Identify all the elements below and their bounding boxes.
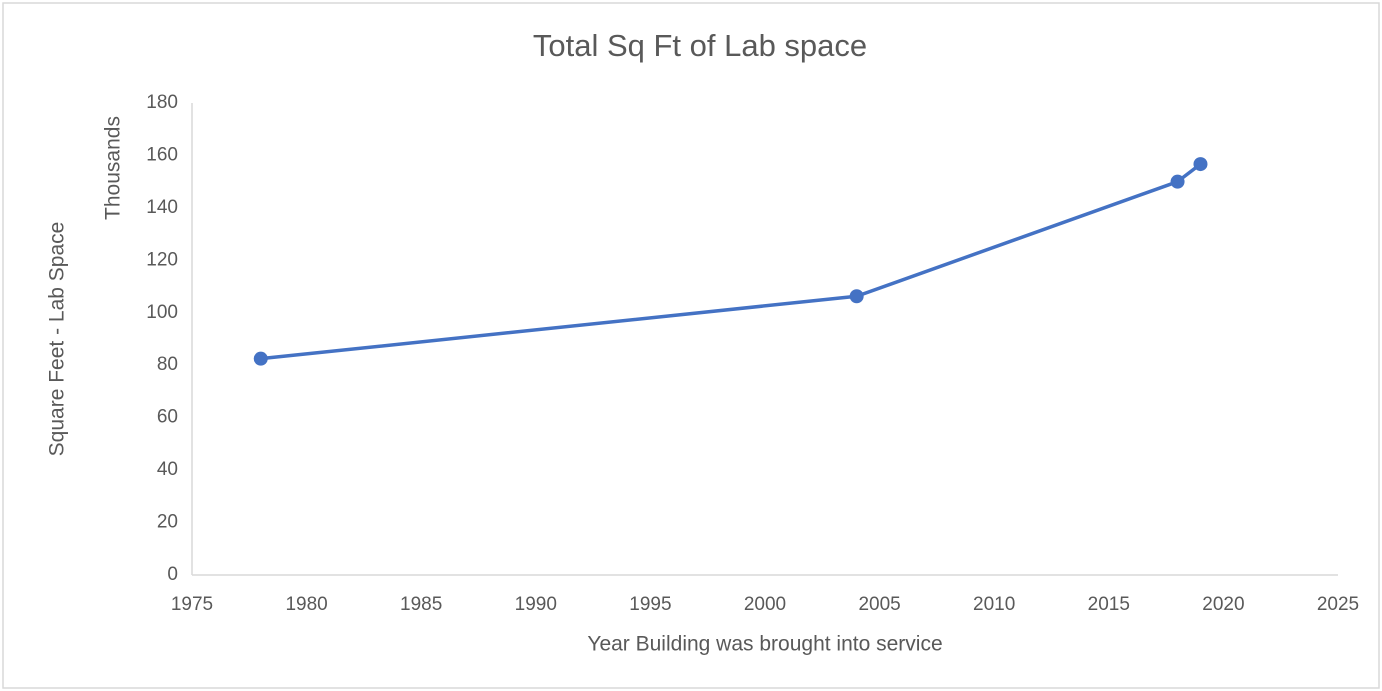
x-tick-label: 1990 [515, 594, 557, 615]
x-tick-label: 2025 [1317, 594, 1359, 615]
y-axis-title: Square Feet - Lab Space [46, 222, 69, 457]
x-axis-title: Year Building was brought into service [587, 633, 942, 656]
y-tick-label: 80 [157, 354, 178, 375]
x-tick-label: 2015 [1088, 594, 1130, 615]
x-tick-label: 2020 [1202, 594, 1244, 615]
x-tick-label: 1975 [171, 594, 213, 615]
y-tick-label: 180 [146, 92, 178, 113]
x-tick-label: 2000 [744, 594, 786, 615]
x-tick-label: 1995 [629, 594, 671, 615]
data-point [849, 289, 864, 304]
y-tick-label: 120 [146, 249, 178, 270]
data-point [1170, 174, 1185, 189]
y-tick-label: 60 [157, 407, 178, 428]
y-tick-label: 100 [146, 302, 178, 323]
y-tick-label: 0 [167, 564, 178, 585]
y-tick-label: 140 [146, 197, 178, 218]
x-tick-label: 2005 [858, 594, 900, 615]
x-tick-label: 2010 [973, 594, 1015, 615]
data-point [1193, 157, 1208, 172]
data-point [253, 351, 268, 366]
x-tick-label: 1980 [285, 594, 327, 615]
chart-title: Total Sq Ft of Lab space [533, 28, 867, 63]
y-tick-label: 40 [157, 459, 178, 480]
y-tick-label: 160 [146, 144, 178, 165]
x-tick-label: 1985 [400, 594, 442, 615]
series-line [260, 162, 1202, 361]
y-tick-label: 20 [157, 512, 178, 533]
y-unit-label: Thousands [102, 116, 125, 220]
